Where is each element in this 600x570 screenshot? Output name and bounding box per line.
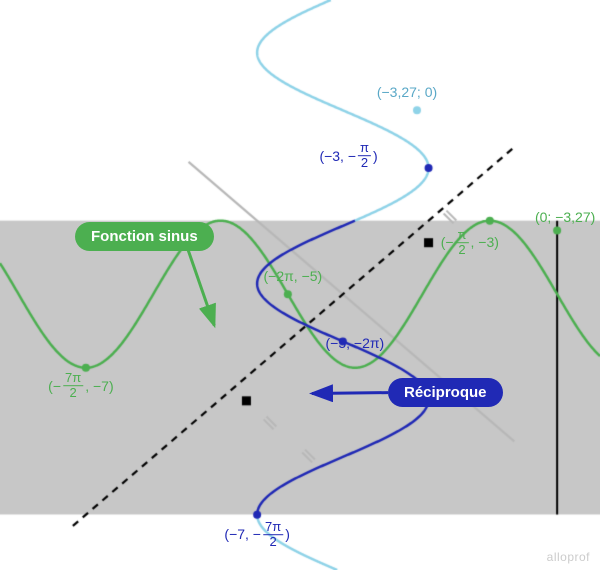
arrow-inverse xyxy=(0,0,600,570)
